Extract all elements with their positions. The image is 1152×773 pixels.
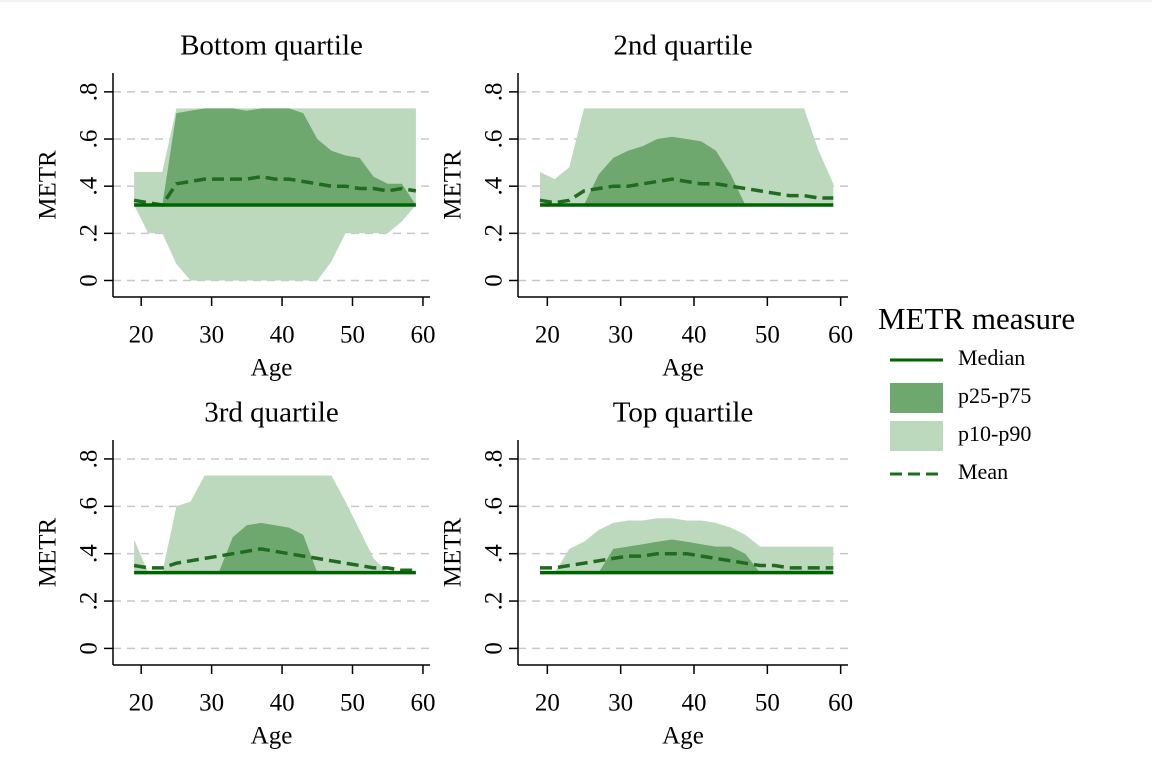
mean-line bbox=[133, 174, 417, 207]
y-tick-label: .6 bbox=[481, 497, 508, 516]
x-tick-label: 30 bbox=[199, 690, 224, 717]
x-tick-label: 60 bbox=[828, 690, 853, 717]
x-tick-label: 30 bbox=[608, 322, 633, 349]
x-axis-label: Age bbox=[251, 723, 293, 750]
chart-title: Bottom quartile bbox=[180, 30, 363, 62]
y-tick-label: .4 bbox=[481, 176, 508, 195]
x-axis-label: Age bbox=[251, 355, 293, 382]
chart-title: Top quartile bbox=[613, 397, 754, 429]
y-tick-label: .8 bbox=[481, 82, 508, 101]
x-tick-label: 20 bbox=[129, 322, 154, 349]
y-tick-label: .2 bbox=[76, 224, 103, 243]
legend-title: METR measure bbox=[878, 301, 1075, 336]
x-axis-label: Age bbox=[662, 355, 704, 382]
x-tick-label: 50 bbox=[755, 322, 780, 349]
x-tick-label: 50 bbox=[755, 690, 780, 717]
chart-title: 2nd quartile bbox=[613, 30, 752, 62]
band-area bbox=[540, 539, 834, 573]
y-tick-label: .4 bbox=[76, 176, 103, 195]
y-axis-label: METR bbox=[440, 150, 467, 220]
y-tick-label: .8 bbox=[481, 450, 508, 469]
y-axis-label: METR bbox=[35, 517, 62, 587]
chart-title: 3rd quartile bbox=[204, 397, 338, 429]
legend-label: p10-p90 bbox=[958, 421, 1031, 446]
y-tick-label: 0 bbox=[76, 642, 103, 655]
mean-line bbox=[539, 177, 834, 205]
band-area bbox=[134, 475, 416, 573]
mean-line bbox=[540, 551, 834, 570]
y-tick-label: .2 bbox=[481, 224, 508, 243]
x-tick-label: 60 bbox=[828, 322, 853, 349]
y-tick-label: .6 bbox=[76, 497, 103, 516]
x-tick-label: 60 bbox=[410, 690, 435, 717]
x-tick-label: 40 bbox=[682, 322, 707, 349]
x-tick-label: 20 bbox=[535, 690, 560, 717]
y-tick-label: 0 bbox=[481, 642, 508, 655]
y-axis-label: METR bbox=[35, 150, 62, 220]
x-tick-label: 40 bbox=[682, 690, 707, 717]
legend-label: Median bbox=[958, 345, 1025, 370]
y-tick-label: .2 bbox=[481, 592, 508, 611]
x-tick-label: 40 bbox=[270, 690, 295, 717]
y-tick-label: .8 bbox=[76, 450, 103, 469]
y-tick-label: .6 bbox=[76, 130, 103, 149]
y-tick-label: .6 bbox=[481, 130, 508, 149]
x-tick-label: 40 bbox=[270, 322, 295, 349]
x-tick-label: 50 bbox=[340, 690, 365, 717]
y-tick-label: .4 bbox=[481, 544, 508, 563]
legend-swatch bbox=[890, 421, 943, 451]
band-area bbox=[134, 522, 416, 573]
x-axis-label: Age bbox=[662, 723, 704, 750]
x-tick-label: 60 bbox=[410, 322, 435, 349]
y-axis-label: METR bbox=[440, 517, 467, 587]
x-tick-label: 50 bbox=[340, 322, 365, 349]
mean-line bbox=[133, 547, 416, 573]
x-tick-label: 30 bbox=[608, 690, 633, 717]
y-tick-label: .2 bbox=[76, 592, 103, 611]
x-tick-label: 20 bbox=[129, 690, 154, 717]
y-tick-label: .4 bbox=[76, 544, 103, 563]
y-tick-label: .8 bbox=[76, 82, 103, 101]
legend-label: p25-p75 bbox=[958, 383, 1031, 408]
x-tick-label: 20 bbox=[535, 322, 560, 349]
y-tick-label: 0 bbox=[481, 274, 508, 287]
legend-label: Mean bbox=[958, 459, 1008, 484]
y-tick-label: 0 bbox=[76, 274, 103, 287]
x-tick-label: 30 bbox=[199, 322, 224, 349]
legend-swatch bbox=[890, 383, 943, 413]
